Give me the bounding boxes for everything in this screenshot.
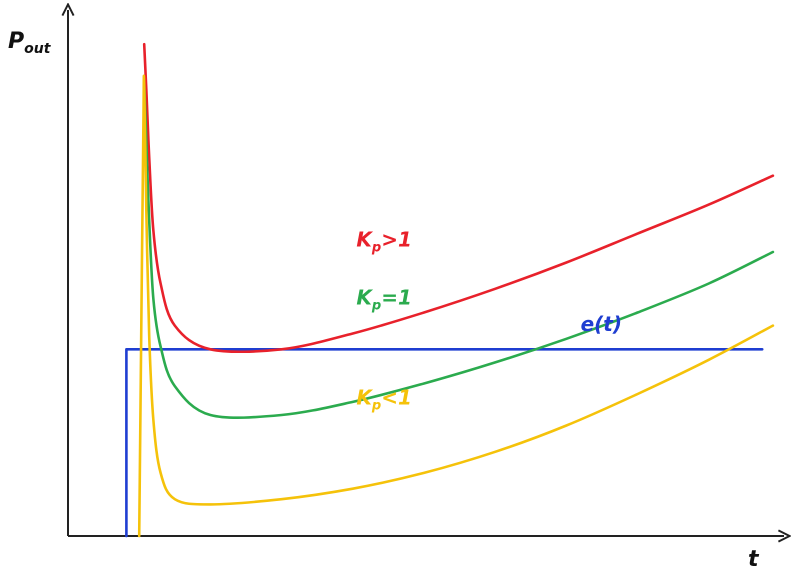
series-kp-greater-1 <box>142 42 775 354</box>
label-layer: Kp>1 Kp=1 Kp<1 e(t) <box>356 228 622 414</box>
series-kp-less-1 <box>137 74 775 538</box>
label-kp-less-1: Kp<1 <box>356 386 412 414</box>
label-kp-greater-1: Kp>1 <box>356 228 412 256</box>
x-axis-label: t <box>748 547 760 572</box>
label-e-t: e(t) <box>581 312 622 336</box>
series-e-t <box>125 348 764 538</box>
series-layer <box>125 42 775 538</box>
axes <box>68 10 784 536</box>
series-kp-equal-1 <box>142 82 775 419</box>
y-axis-label: Pout <box>8 29 52 57</box>
label-kp-equal-1: Kp=1 <box>356 286 412 314</box>
